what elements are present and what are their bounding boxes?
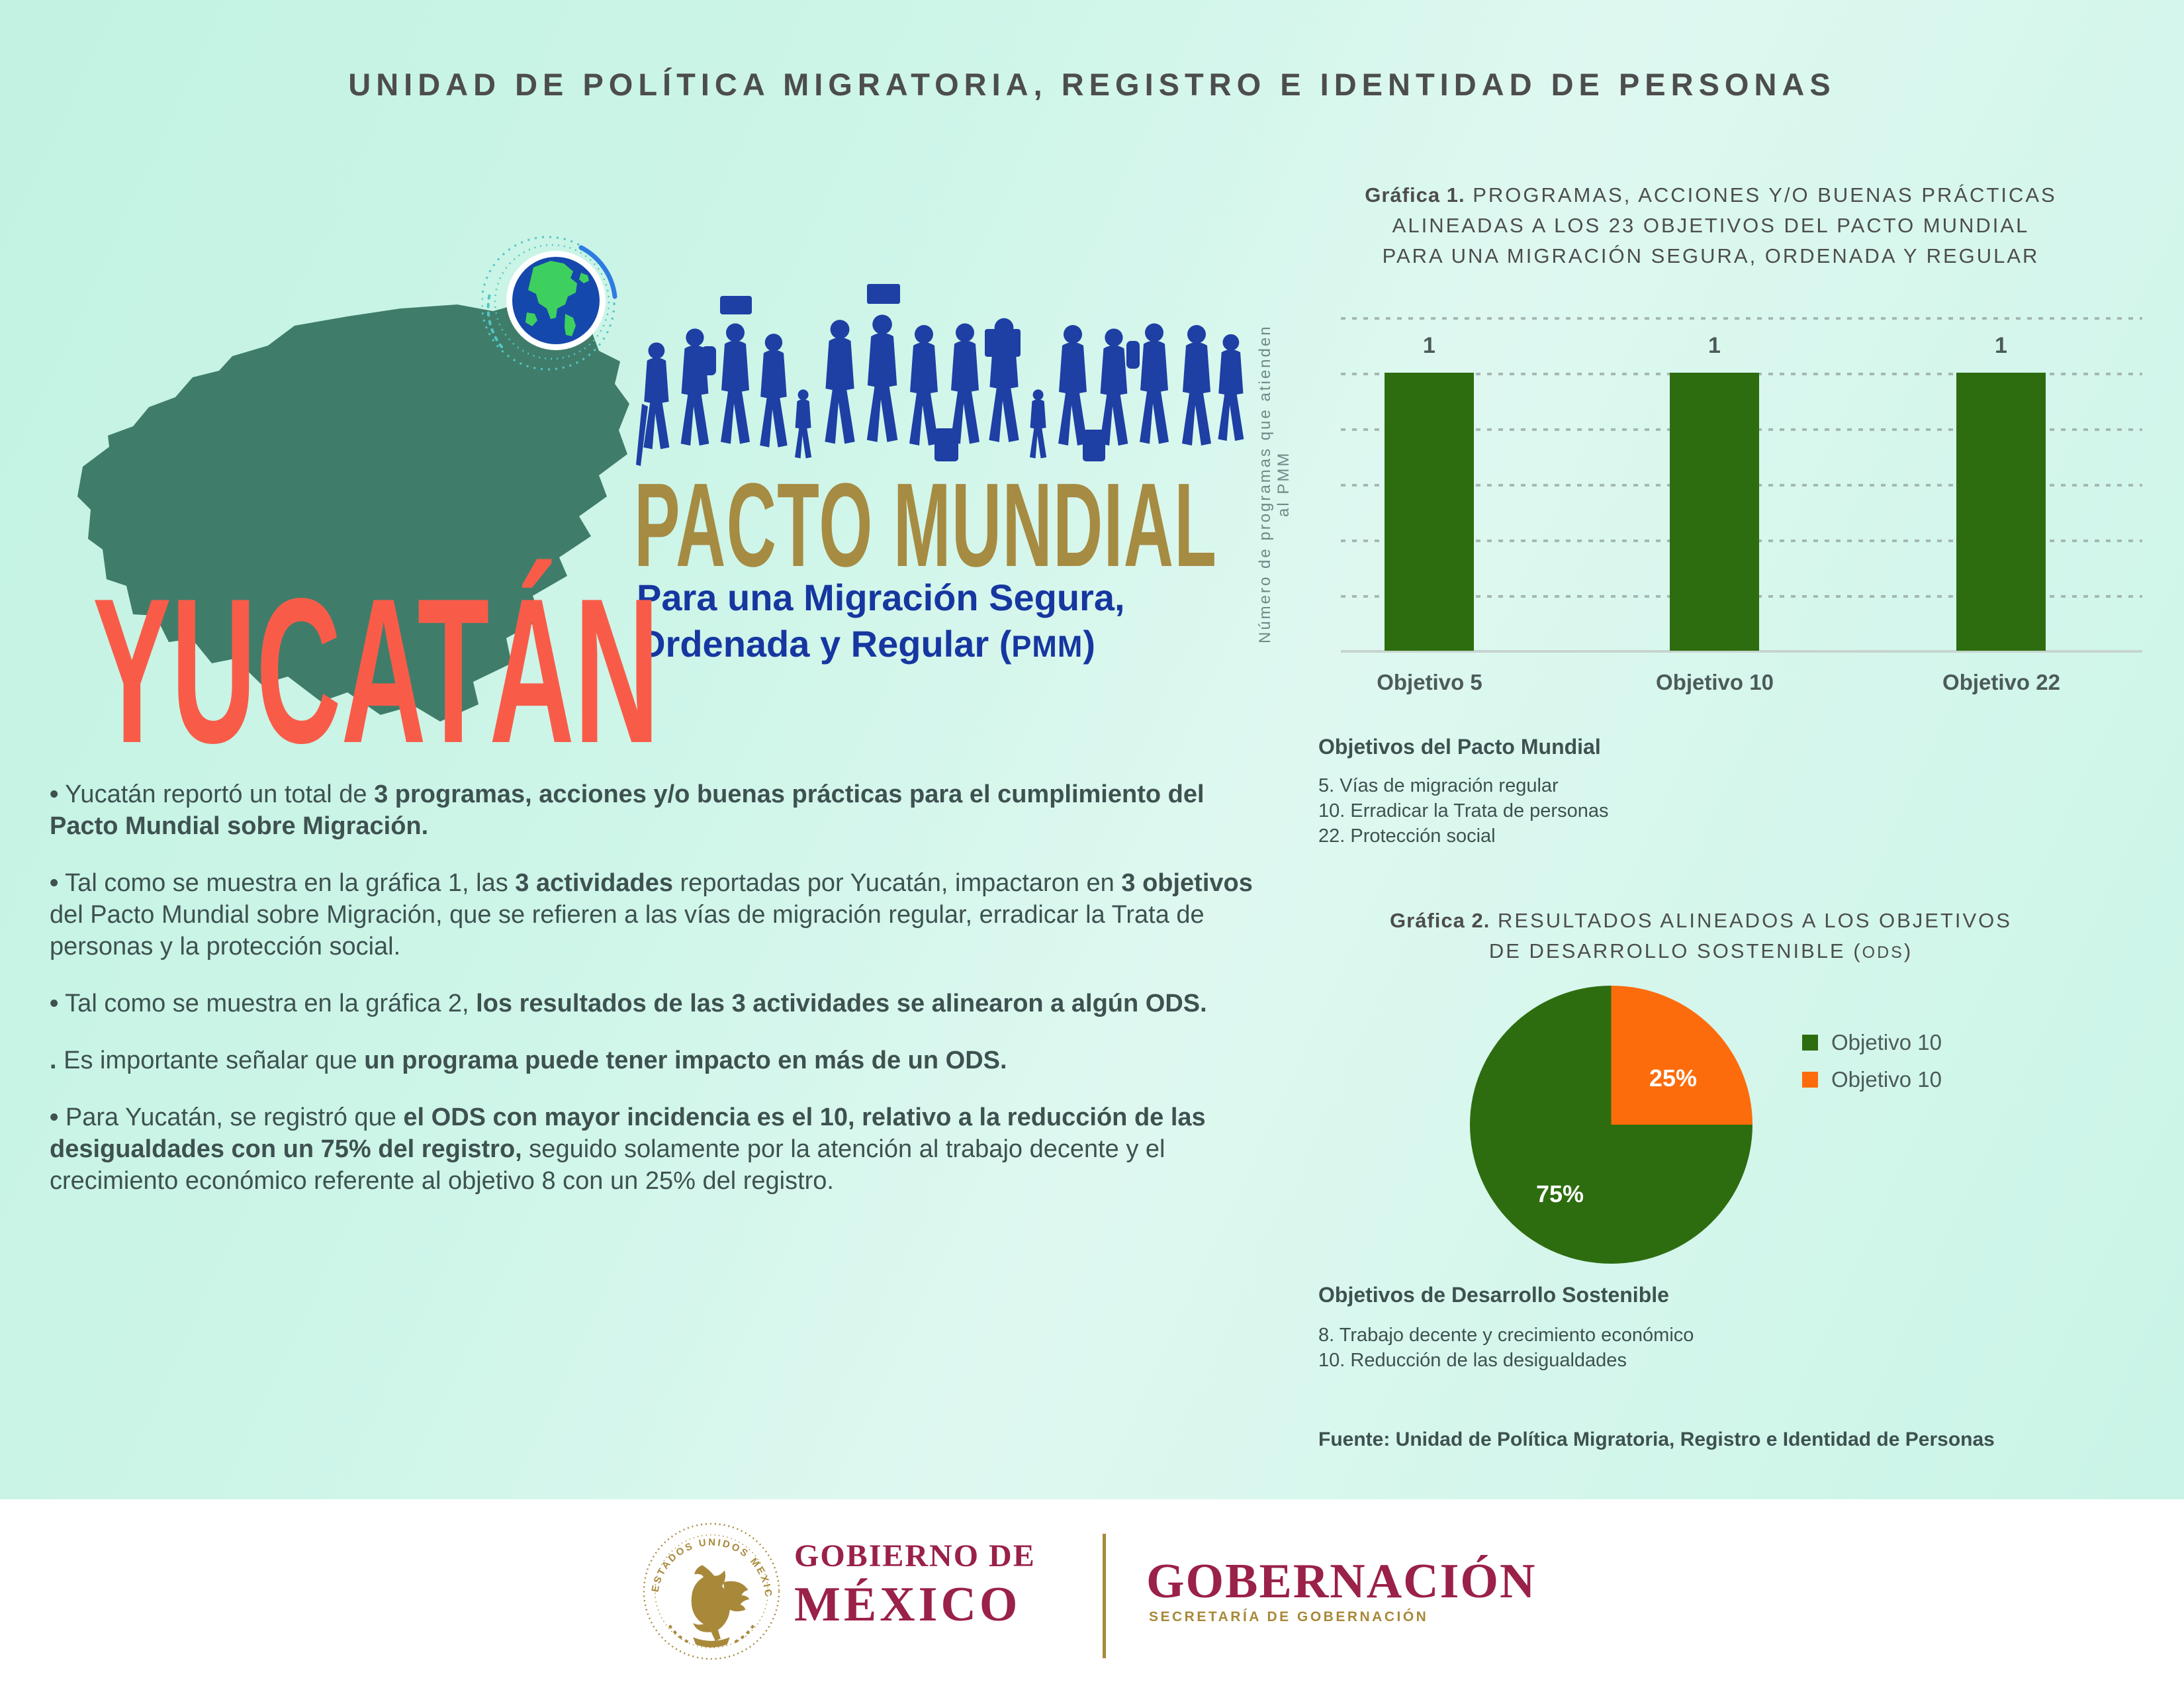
bar-category-label: Objetivo 5 — [1377, 670, 1482, 694]
migrants-illustration — [636, 284, 1244, 466]
list-item: 10. Erradicar la Trata de personas — [1318, 800, 1609, 821]
bar-value-label: 1 — [1995, 333, 2007, 358]
bar-objetivo-22 — [1956, 373, 2046, 651]
yucatan-map-icon — [77, 302, 629, 722]
bullet-2: • Tal como se muestra en la gráfica 1, l… — [50, 869, 1253, 961]
source-note: Fuente: Unidad de Política Migratoria, R… — [1318, 1429, 1995, 1450]
globe-icon — [482, 236, 617, 371]
mexico-label: MÉXICO — [794, 1577, 1021, 1632]
legend-label: Objetivo 10 — [1831, 1030, 1942, 1055]
pie-chart — [1470, 986, 1752, 1264]
pie-slice-label-25: 25% — [1649, 1064, 1698, 1092]
pacto-subtitle-line1: Para una Migración Segura, — [637, 577, 1125, 618]
gobierno-de-label: GOBIERNO DE — [794, 1538, 1036, 1573]
footer-divider — [1103, 1534, 1106, 1658]
bar-category-label: Objetivo 22 — [1942, 670, 2060, 694]
list-item: 22. Protección social — [1318, 825, 1496, 847]
legend-row: Objetivo 10 — [1802, 1030, 1942, 1055]
bar-chart: 1 1 1 — [1341, 317, 2142, 653]
bullet-1: • Yucatán reportó un total de 3 programa… — [50, 780, 1205, 840]
secretaria-label: SECRETARÍA DE GOBERNACIÓN — [1149, 1609, 1429, 1624]
footer: ESTADOS UNIDOS MEXICANOS GOBIERNO DE MÉX… — [0, 1499, 2184, 1688]
bar-category-label: Objetivo 10 — [1656, 670, 1774, 694]
pacto-objetivos-list: 5. Vías de migración regular 10. Erradic… — [1318, 773, 1608, 849]
bullet-4: . Es importante señalar que un programa … — [50, 1047, 1007, 1074]
bar-objetivo-5 — [1385, 373, 1474, 651]
grafica2-title: Gráfica 2. RESULTADOS ALINEADOS A LOS OB… — [1390, 909, 2012, 962]
bar-value-label: 1 — [1423, 333, 1435, 358]
page-title: UNIDAD DE POLÍTICA MIGRATORIA, REGISTRO … — [348, 67, 1836, 102]
pacto-objetivos-heading: Objetivos del Pacto Mundial — [1318, 735, 1601, 759]
pacto-subtitle: Para una Migración Segura, Ordenada y Re… — [637, 575, 1125, 670]
legend-swatch-orange — [1802, 1072, 1818, 1088]
x-axis-line — [1341, 650, 2142, 653]
ods-heading: Objetivos de Desarrollo Sostenible — [1318, 1283, 1669, 1307]
list-item: 10. Reducción de las desigualdades — [1318, 1350, 1627, 1371]
ods-list: 8. Trabajo decente y crecimiento económi… — [1318, 1323, 1694, 1373]
pacto-mundial-title: PACTO MUNDIAL — [634, 459, 1218, 592]
gobierno-de-mexico-wordmark: GOBIERNO DE MÉXICO — [794, 1538, 1036, 1633]
bullet-3: • Tal como se muestra en la gráfica 2, l… — [50, 990, 1207, 1017]
gobernacion-wordmark: GOBERNACIÓN — [1146, 1554, 1537, 1609]
legend-swatch-green — [1802, 1035, 1818, 1051]
grafica1-title: Gráfica 1. PROGRAMAS, ACCIONES Y/O BUENA… — [1365, 183, 2057, 267]
bar-chart-ylabel: Número de programas que atienden al PMM — [1256, 324, 1293, 643]
pie-slice-label-75: 75% — [1535, 1180, 1584, 1207]
legend-label: Objetivo 10 — [1831, 1067, 1942, 1092]
list-item: 5. Vías de migración regular — [1318, 775, 1559, 796]
gridline — [1341, 317, 2142, 320]
legend-row: Objetivo 10 — [1802, 1067, 1942, 1092]
bullet-5: • Para Yucatán, se registró que el ODS c… — [50, 1103, 1206, 1195]
bar-objetivo-10 — [1670, 373, 1759, 651]
mexico-eagle-emblem-icon: ESTADOS UNIDOS MEXICANOS — [639, 1519, 780, 1660]
summary-bullets: • Yucatán reportó un total de 3 programa… — [50, 778, 1274, 1222]
bar-value-label: 1 — [1708, 333, 1721, 358]
list-item: 8. Trabajo decente y crecimiento económi… — [1318, 1325, 1694, 1346]
pacto-subtitle-line2: Ordenada y Regular (PMM) — [637, 623, 1096, 665]
state-name: YUCATÁN — [93, 556, 660, 786]
